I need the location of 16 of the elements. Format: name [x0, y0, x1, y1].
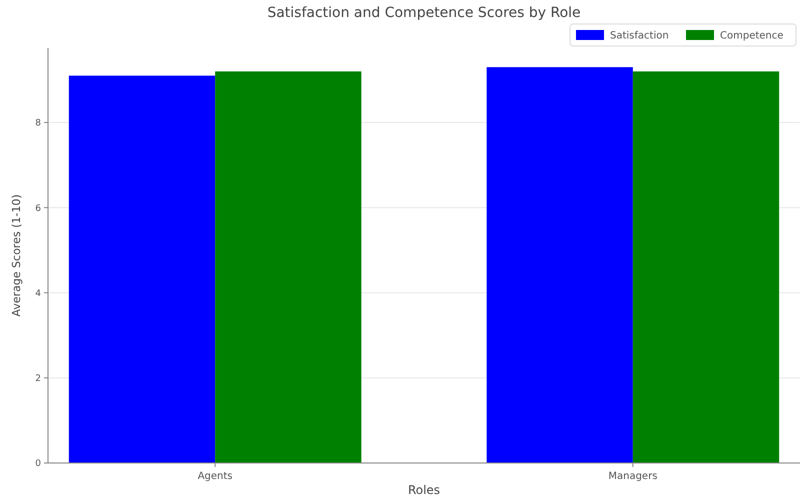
y-tick-label: 0: [35, 459, 42, 470]
chart-title: Satisfaction and Competence Scores by Role: [267, 5, 581, 21]
y-tick-label: 8: [35, 118, 42, 129]
y-tick-label: 2: [35, 374, 41, 384]
y-tick-label: 6: [35, 204, 42, 214]
legend-label: Satisfaction: [610, 30, 669, 42]
x-tick-label: Agents: [198, 471, 233, 482]
bar: [215, 71, 362, 463]
y-tick-label: 4: [35, 288, 42, 299]
x-tick-label: Managers: [608, 471, 658, 482]
bar: [68, 76, 216, 463]
x-axis-title: Roles: [408, 483, 440, 497]
bar: [632, 71, 780, 463]
y-axis-title: Average Scores (1-10): [10, 194, 23, 317]
legend-label: Competence: [720, 30, 784, 42]
bar: [486, 67, 633, 463]
